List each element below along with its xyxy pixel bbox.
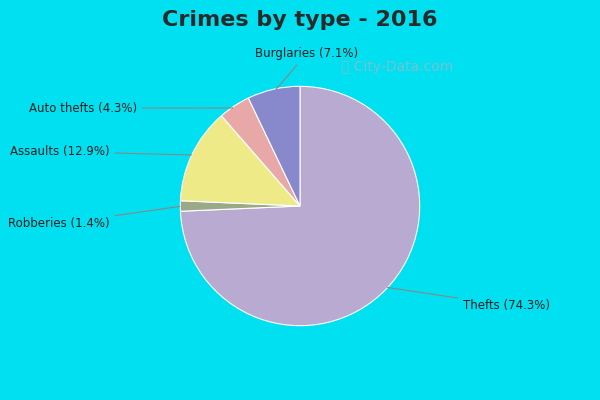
Wedge shape: [181, 201, 300, 211]
Text: Crimes by type - 2016: Crimes by type - 2016: [162, 10, 438, 30]
Text: ⓘ City-Data.com: ⓘ City-Data.com: [341, 60, 453, 74]
Text: Burglaries (7.1%): Burglaries (7.1%): [255, 47, 358, 90]
Wedge shape: [181, 86, 419, 326]
Text: Assaults (12.9%): Assaults (12.9%): [10, 145, 191, 158]
Text: Thefts (74.3%): Thefts (74.3%): [388, 288, 550, 312]
Wedge shape: [248, 86, 300, 206]
Text: Auto thefts (4.3%): Auto thefts (4.3%): [29, 102, 233, 114]
Text: Robberies (1.4%): Robberies (1.4%): [8, 206, 180, 230]
Wedge shape: [181, 116, 300, 206]
Wedge shape: [221, 98, 300, 206]
